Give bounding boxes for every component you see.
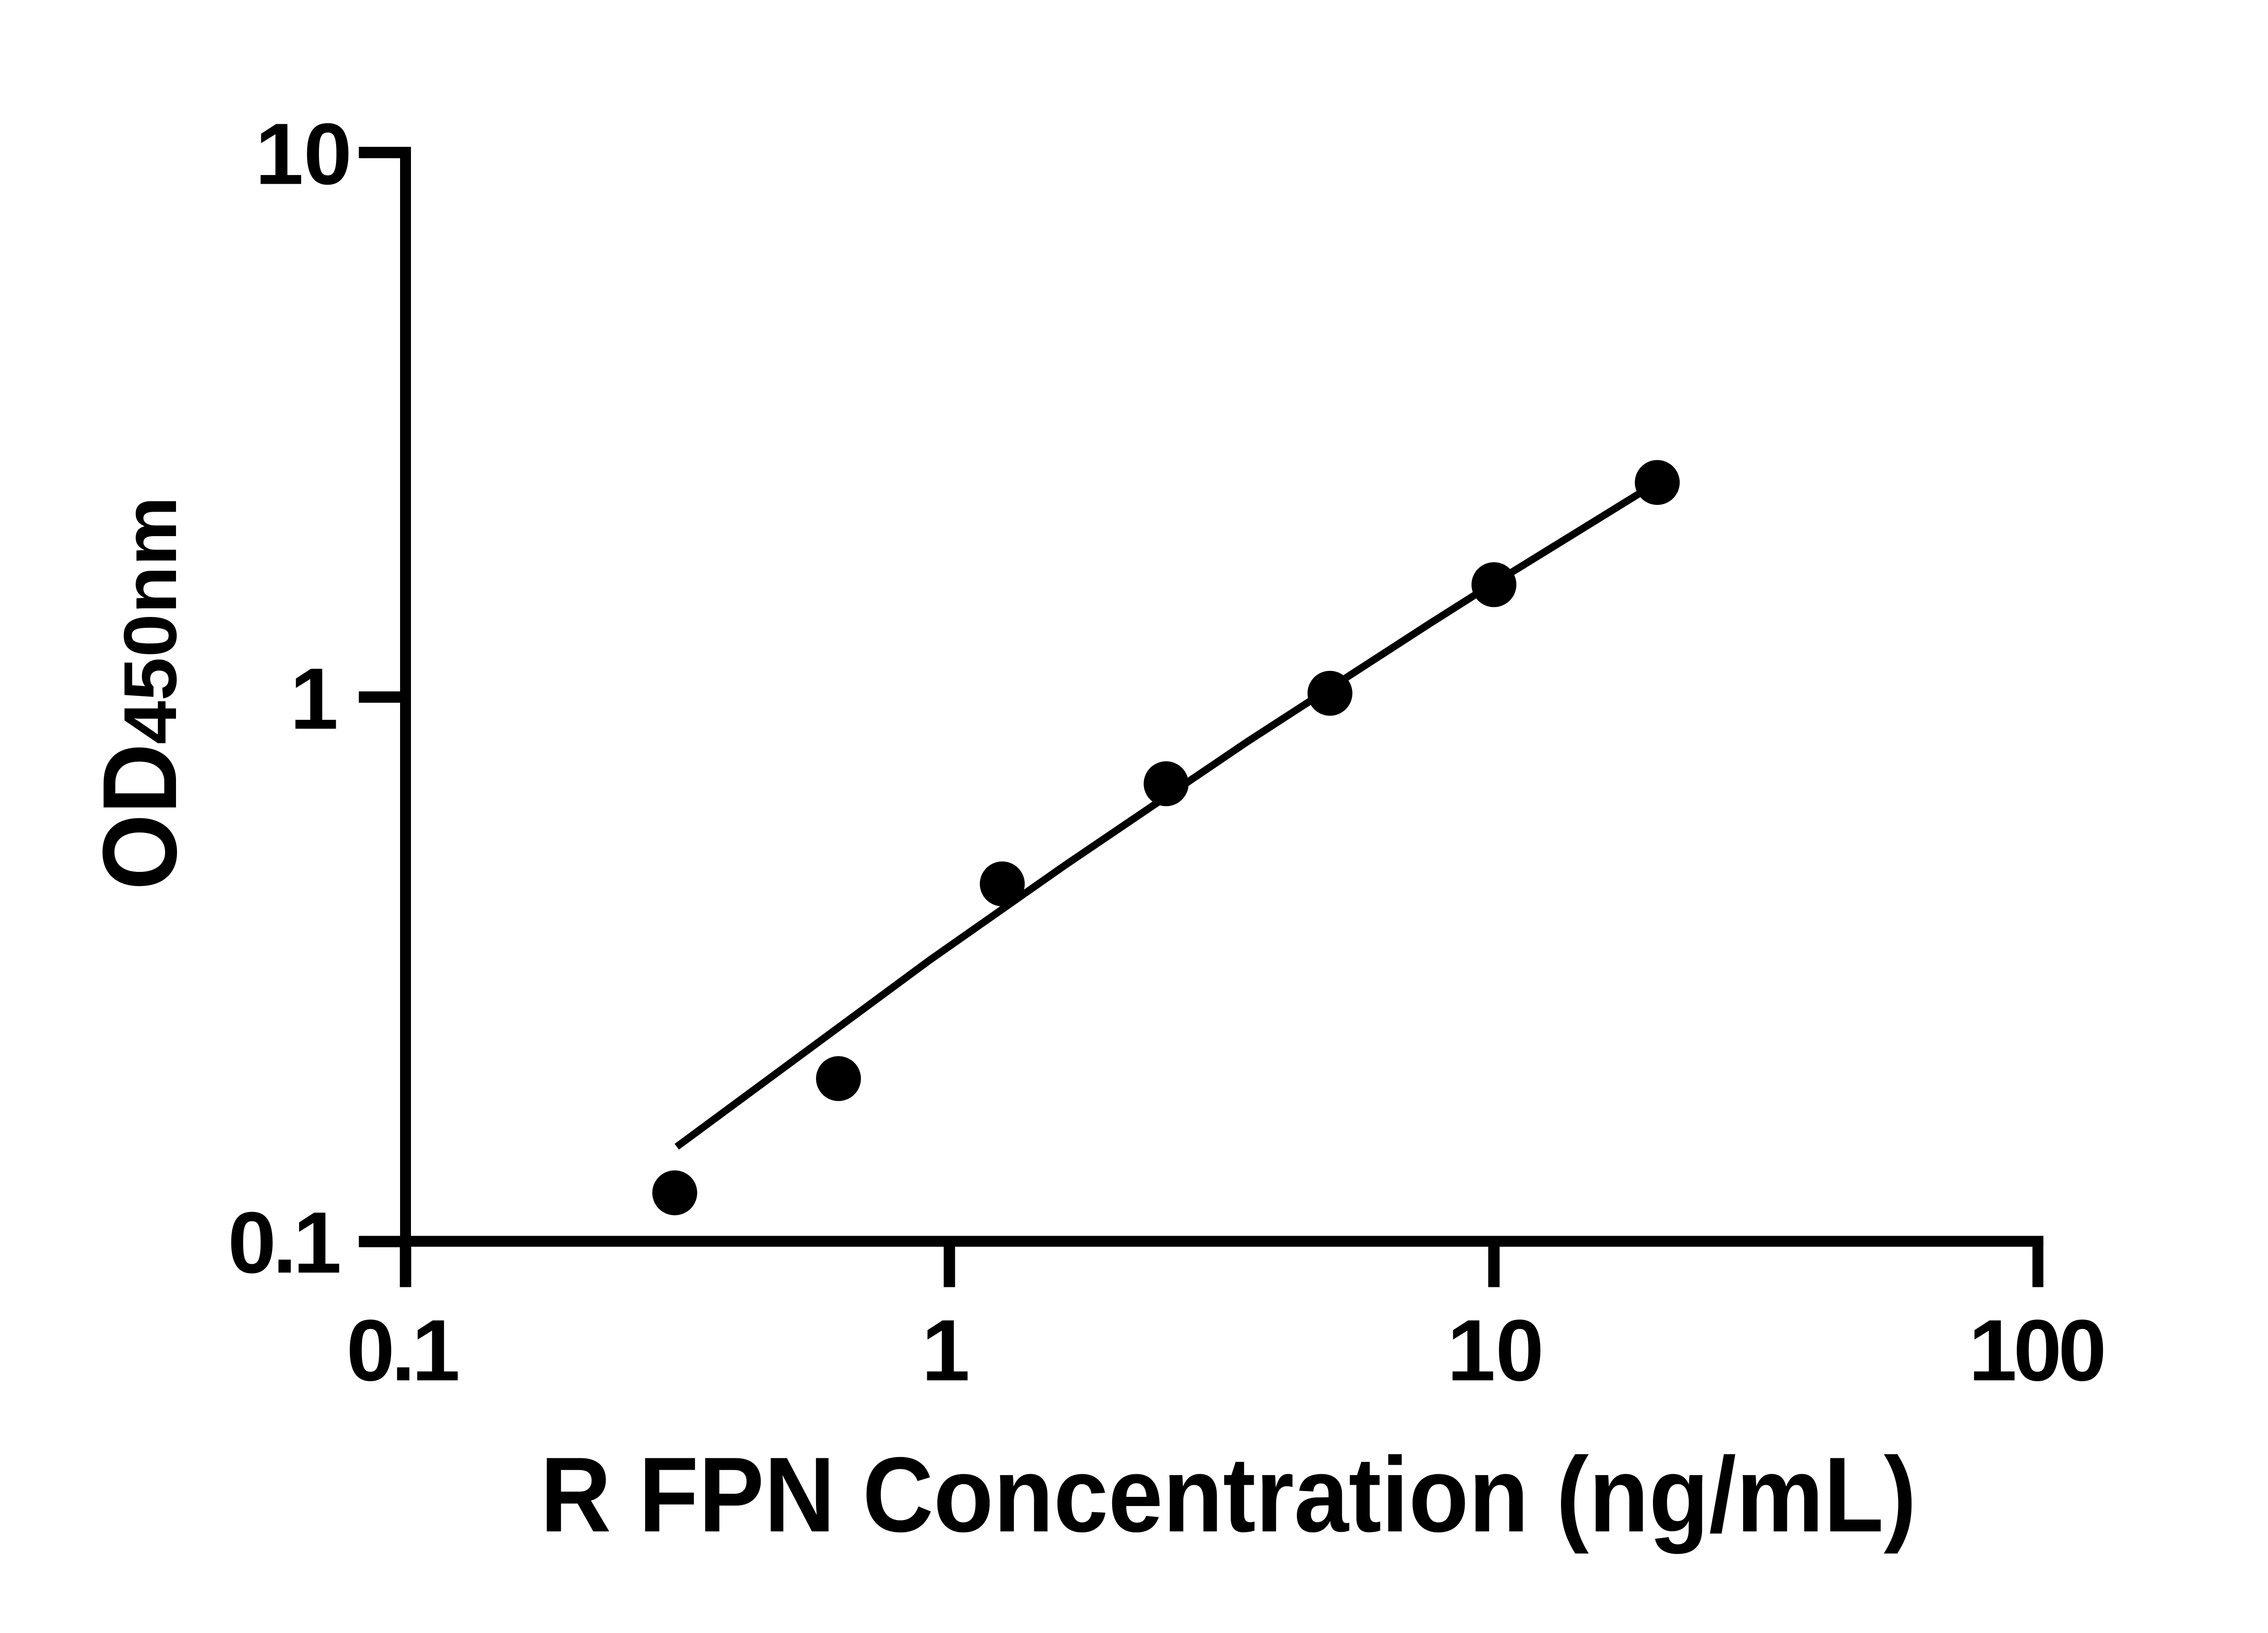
svg-text:0.1: 0.1 <box>228 1194 339 1291</box>
svg-text:450nm: 450nm <box>108 496 192 744</box>
svg-text:100: 100 <box>1969 1301 2103 1399</box>
svg-text:10: 10 <box>255 105 352 203</box>
svg-text:1: 1 <box>290 650 338 748</box>
svg-text:1: 1 <box>922 1301 970 1399</box>
svg-text:OD: OD <box>81 743 199 890</box>
svg-text:0.1: 0.1 <box>347 1301 458 1399</box>
svg-text:10: 10 <box>1447 1301 1544 1399</box>
svg-text:R FPN Concentration (ng/mL): R FPN Concentration (ng/mL) <box>540 1435 1916 1554</box>
